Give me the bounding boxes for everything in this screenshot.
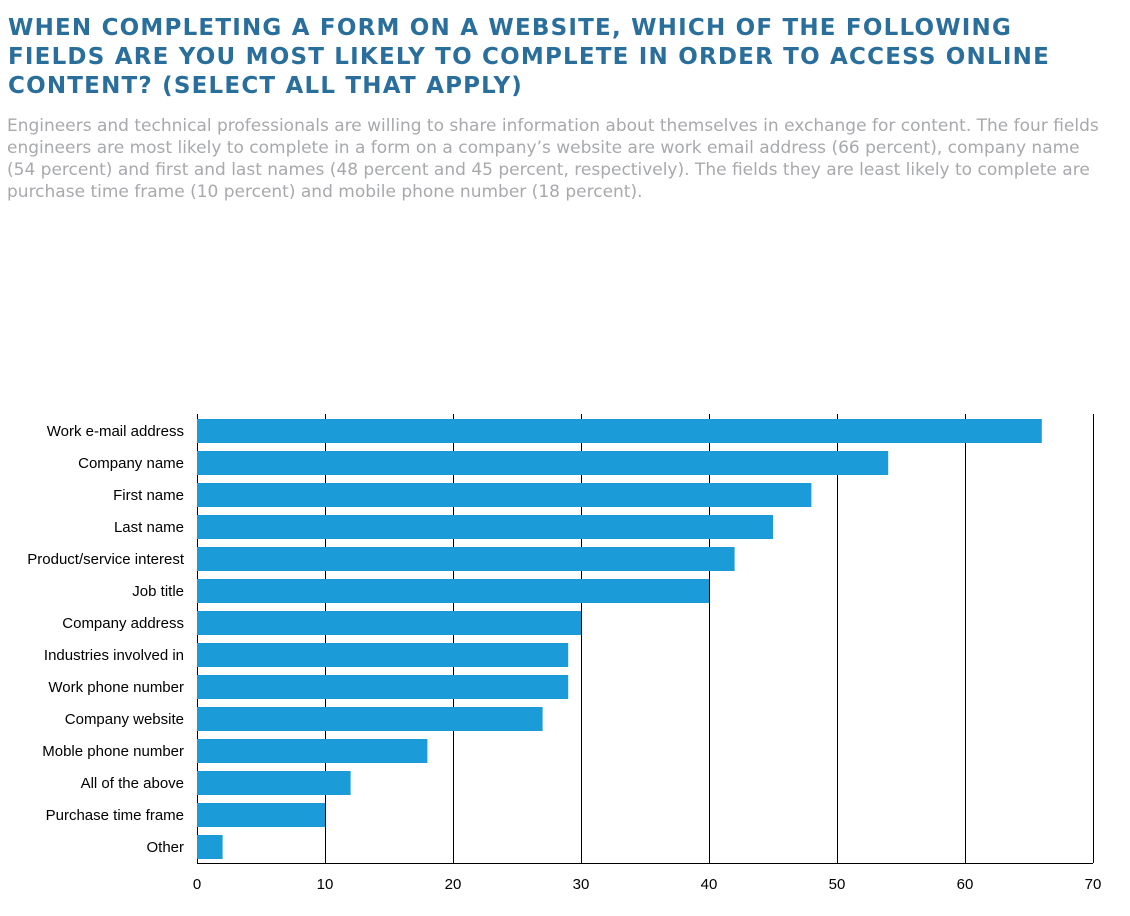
- chart-title: WHEN COMPLETING A FORM ON A WEBSITE, WHI…: [8, 15, 1050, 99]
- category-label: First name: [113, 487, 184, 504]
- category-labels: Work e-mail address Company name First nam…: [27, 423, 185, 856]
- bar: [197, 579, 709, 603]
- x-tick-label: 10: [317, 876, 334, 893]
- category-label: Product/service interest: [27, 551, 185, 568]
- grid-lines: [197, 414, 1094, 864]
- bar: [197, 643, 569, 667]
- x-tick-label: 30: [573, 876, 590, 893]
- x-tick-label: 50: [829, 876, 846, 893]
- bar: [197, 515, 773, 539]
- category-label: Job title: [132, 583, 184, 600]
- bar: [197, 451, 889, 475]
- category-label: Moble phone number: [42, 743, 184, 760]
- category-label: Company website: [65, 711, 184, 728]
- x-axis-tick-labels: 0 10 20 30 40 50 60 70: [193, 876, 1102, 893]
- bar: [197, 419, 1042, 443]
- bar: [197, 771, 351, 795]
- category-label: Work e-mail address: [47, 423, 184, 440]
- category-label: Company name: [78, 455, 184, 472]
- category-label: All of the above: [81, 775, 184, 792]
- bar: [197, 803, 325, 827]
- bar: [197, 707, 543, 731]
- bar: [197, 835, 223, 859]
- x-tick-label: 60: [957, 876, 974, 893]
- bar: [197, 739, 428, 763]
- bar: [197, 611, 581, 635]
- category-label: Work phone number: [48, 679, 184, 696]
- x-tick-label: 70: [1085, 876, 1102, 893]
- bar: [197, 675, 569, 699]
- category-label: Other: [146, 839, 184, 856]
- category-label: Industries involved in: [44, 647, 184, 664]
- x-tick-label: 40: [701, 876, 718, 893]
- category-label: Company address: [62, 615, 184, 632]
- bar: [197, 547, 735, 571]
- x-tick-label: 0: [193, 876, 201, 893]
- chart-description: Engineers and technical professionals ar…: [7, 116, 1099, 202]
- category-label: Last name: [114, 519, 184, 536]
- bars: [197, 419, 1042, 859]
- category-label: Purchase time frame: [46, 807, 184, 824]
- bar: [197, 483, 812, 507]
- x-tick-label: 20: [445, 876, 462, 893]
